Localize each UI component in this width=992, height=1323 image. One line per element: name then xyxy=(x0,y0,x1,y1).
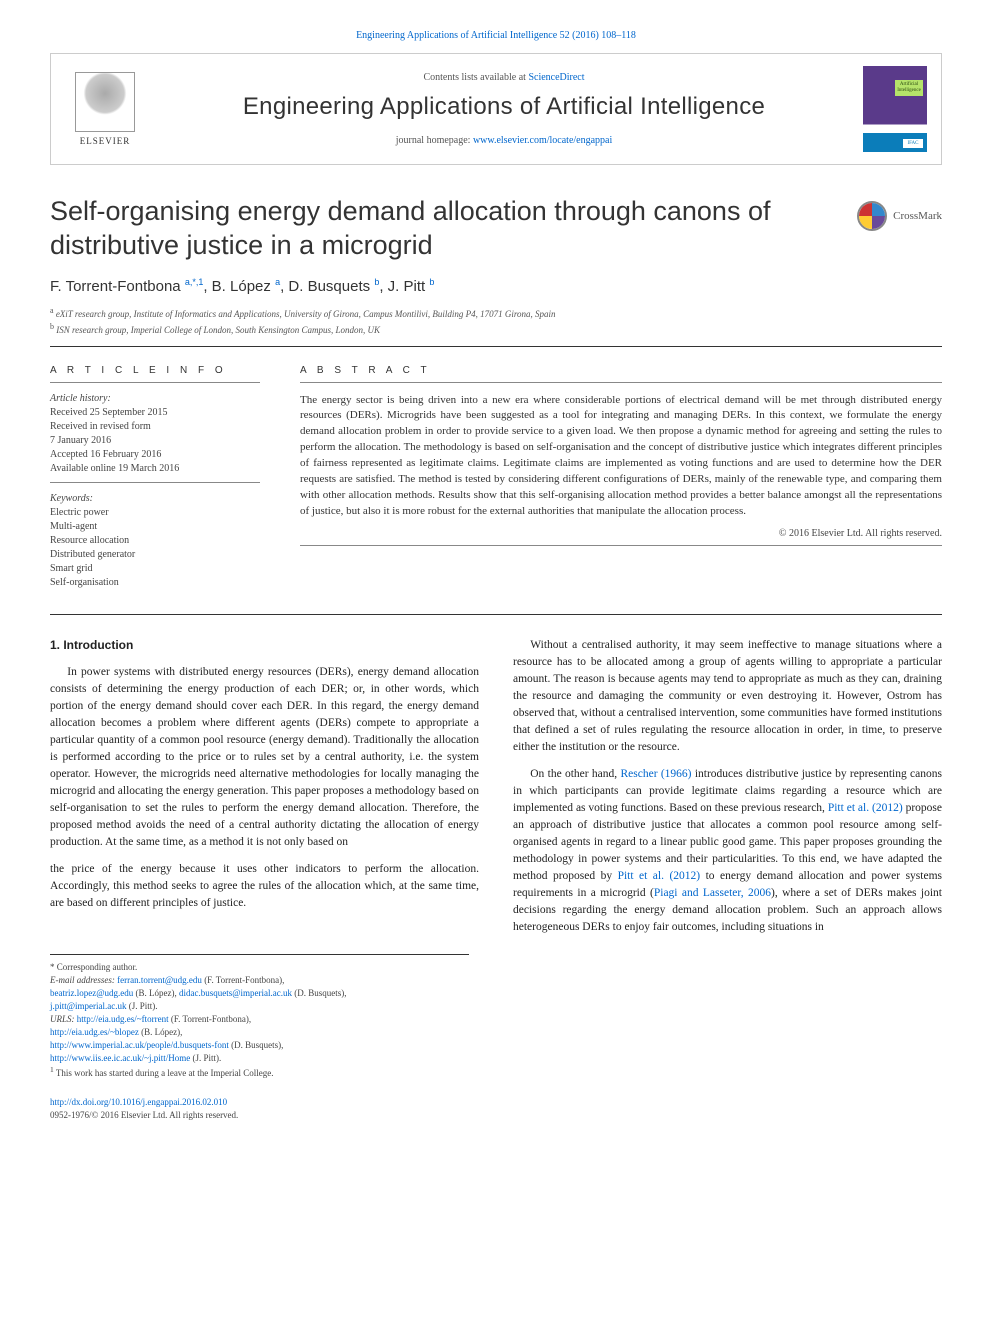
email-who: (J. Pitt). xyxy=(129,1001,158,1011)
header-center: Contents lists available at ScienceDirec… xyxy=(145,72,863,146)
affiliations: a eXiT research group, Institute of Info… xyxy=(50,305,942,338)
crossmark-icon xyxy=(857,201,887,231)
journal-name: Engineering Applications of Artificial I… xyxy=(155,93,853,121)
keyword: Multi-agent xyxy=(50,520,260,534)
affiliation-a: eXiT research group, Institute of Inform… xyxy=(56,309,556,319)
url-link[interactable]: http://www.iis.ee.ic.ac.uk/~j.pitt/Home xyxy=(50,1053,190,1063)
copyright-line: © 2016 Elsevier Ltd. All rights reserved… xyxy=(300,528,942,539)
author-3-affil[interactable]: b xyxy=(374,277,379,287)
urls-block: URLS: http://eia.udg.es/~ftorrent (F. To… xyxy=(50,1013,469,1065)
keyword: Smart grid xyxy=(50,562,260,576)
body-text: 1. Introduction In power systems with di… xyxy=(50,637,942,936)
reference-link[interactable]: Rescher (1966) xyxy=(620,768,691,780)
url-who: (B. López), xyxy=(141,1027,182,1037)
body-text-span: On the other hand, xyxy=(530,768,620,780)
doi-block: http://dx.doi.org/10.1016/j.engappai.201… xyxy=(50,1096,942,1121)
footnotes-block: * Corresponding author. E-mail addresses… xyxy=(50,954,469,1080)
author-2-affil[interactable]: a xyxy=(275,277,280,287)
author-4-affil[interactable]: b xyxy=(429,277,434,287)
contents-prefix: Contents lists available at xyxy=(423,72,528,83)
url-who: (F. Torrent-Fontbona), xyxy=(171,1014,251,1024)
author-2[interactable]: B. López xyxy=(212,278,271,295)
reference-link[interactable]: Piagi and Lasseter, 2006 xyxy=(654,887,771,899)
crossmark-label: CrossMark xyxy=(893,210,942,222)
author-1-affil[interactable]: a,*,1 xyxy=(185,277,204,287)
footnote-text: This work has started during a leave at … xyxy=(56,1068,274,1078)
abstract-rule xyxy=(300,382,942,383)
article-title: Self-organising energy demand allocation… xyxy=(50,195,942,263)
affiliation-b: ISN research group, Imperial College of … xyxy=(56,325,380,335)
keyword: Distributed generator xyxy=(50,548,260,562)
corresponding-author-note: * Corresponding author. xyxy=(50,961,469,974)
email-who: (B. López), xyxy=(136,988,177,998)
email-addresses: E-mail addresses: ferran.torrent@udg.edu… xyxy=(50,974,469,1013)
abstract-column: A B S T R A C T The energy sector is bei… xyxy=(300,365,942,590)
separator-rule xyxy=(50,346,942,347)
url-link[interactable]: http://eia.udg.es/~blopez xyxy=(50,1027,139,1037)
body-paragraph: Without a centralised authority, it may … xyxy=(513,637,942,756)
cover-ifac-badge: IFAC xyxy=(903,139,923,148)
body-paragraph: On the other hand, Rescher (1966) introd… xyxy=(513,766,942,936)
info-abstract-row: A R T I C L E I N F O Article history: R… xyxy=(50,365,942,590)
elsevier-wordmark: ELSEVIER xyxy=(80,136,131,146)
body-paragraph: In power systems with distributed energy… xyxy=(50,664,479,851)
history-line: Accepted 16 February 2016 xyxy=(50,448,260,462)
homepage-link[interactable]: www.elsevier.com/locate/engappai xyxy=(473,135,612,146)
email-link[interactable]: ferran.torrent@udg.edu xyxy=(117,975,202,985)
article-info-heading: A R T I C L E I N F O xyxy=(50,365,260,376)
author-1[interactable]: F. Torrent-Fontbona xyxy=(50,278,181,295)
url-link[interactable]: http://www.imperial.ac.uk/people/d.busqu… xyxy=(50,1040,229,1050)
cover-label: Artificial Intelligence xyxy=(895,80,923,96)
email-link[interactable]: j.pitt@imperial.ac.uk xyxy=(50,1001,127,1011)
history-line: Received 25 September 2015 xyxy=(50,406,260,420)
section-1-heading: 1. Introduction xyxy=(50,637,479,655)
journal-header-box: ELSEVIER Contents lists available at Sci… xyxy=(50,53,942,165)
journal-cover-thumbnail[interactable]: Artificial Intelligence IFAC xyxy=(863,66,927,152)
keyword: Electric power xyxy=(50,506,260,520)
full-width-rule xyxy=(50,614,942,615)
homepage-prefix: journal homepage: xyxy=(396,135,473,146)
history-line: Received in revised form xyxy=(50,420,260,434)
doi-link[interactable]: http://dx.doi.org/10.1016/j.engappai.201… xyxy=(50,1097,227,1107)
email-label: E-mail addresses: xyxy=(50,975,115,985)
keyword: Resource allocation xyxy=(50,534,260,548)
elsevier-logo[interactable]: ELSEVIER xyxy=(65,64,145,154)
urls-label: URLS: xyxy=(50,1014,75,1024)
url-who: (J. Pitt). xyxy=(193,1053,222,1063)
crossmark-badge[interactable]: CrossMark xyxy=(857,201,942,231)
abstract-heading: A B S T R A C T xyxy=(300,365,942,376)
elsevier-tree-icon xyxy=(75,72,135,132)
title-block: Self-organising energy demand allocation… xyxy=(50,195,942,263)
email-link[interactable]: didac.busquets@imperial.ac.uk xyxy=(179,988,292,998)
url-link[interactable]: http://eia.udg.es/~ftorrent xyxy=(77,1014,169,1024)
body-paragraph: the price of the energy because it uses … xyxy=(50,861,479,912)
history-label: Article history: xyxy=(50,393,260,404)
footnote-1: 1 This work has started during a leave a… xyxy=(50,1065,469,1080)
footnote-marker: 1 xyxy=(50,1065,54,1074)
email-who: (D. Busquets), xyxy=(294,988,346,998)
citation-link[interactable]: Engineering Applications of Artificial I… xyxy=(356,30,636,41)
author-4[interactable]: J. Pitt xyxy=(388,278,426,295)
history-line: Available online 19 March 2016 xyxy=(50,462,260,476)
info-rule xyxy=(50,482,260,483)
abstract-bottom-rule xyxy=(300,545,942,546)
homepage-line: journal homepage: www.elsevier.com/locat… xyxy=(155,135,853,146)
info-rule xyxy=(50,382,260,383)
reference-link[interactable]: Pitt et al. (2012) xyxy=(618,870,701,882)
keywords-label: Keywords: xyxy=(50,493,260,504)
url-who: (D. Busquets), xyxy=(231,1040,283,1050)
issn-copyright: 0952-1976/© 2016 Elsevier Ltd. All right… xyxy=(50,1110,238,1120)
email-who: (F. Torrent-Fontbona), xyxy=(204,975,284,985)
history-line: 7 January 2016 xyxy=(50,434,260,448)
keyword: Self-organisation xyxy=(50,576,260,590)
author-3[interactable]: D. Busquets xyxy=(288,278,370,295)
article-info-column: A R T I C L E I N F O Article history: R… xyxy=(50,365,260,590)
abstract-text: The energy sector is being driven into a… xyxy=(300,393,942,521)
sciencedirect-link[interactable]: ScienceDirect xyxy=(528,72,584,83)
authors-line: F. Torrent-Fontbona a,*,1, B. López a, D… xyxy=(50,277,942,295)
contents-line: Contents lists available at ScienceDirec… xyxy=(155,72,853,83)
citation-header: Engineering Applications of Artificial I… xyxy=(50,30,942,41)
reference-link[interactable]: Pitt et al. (2012) xyxy=(828,802,903,814)
email-link[interactable]: beatriz.lopez@udg.edu xyxy=(50,988,133,998)
